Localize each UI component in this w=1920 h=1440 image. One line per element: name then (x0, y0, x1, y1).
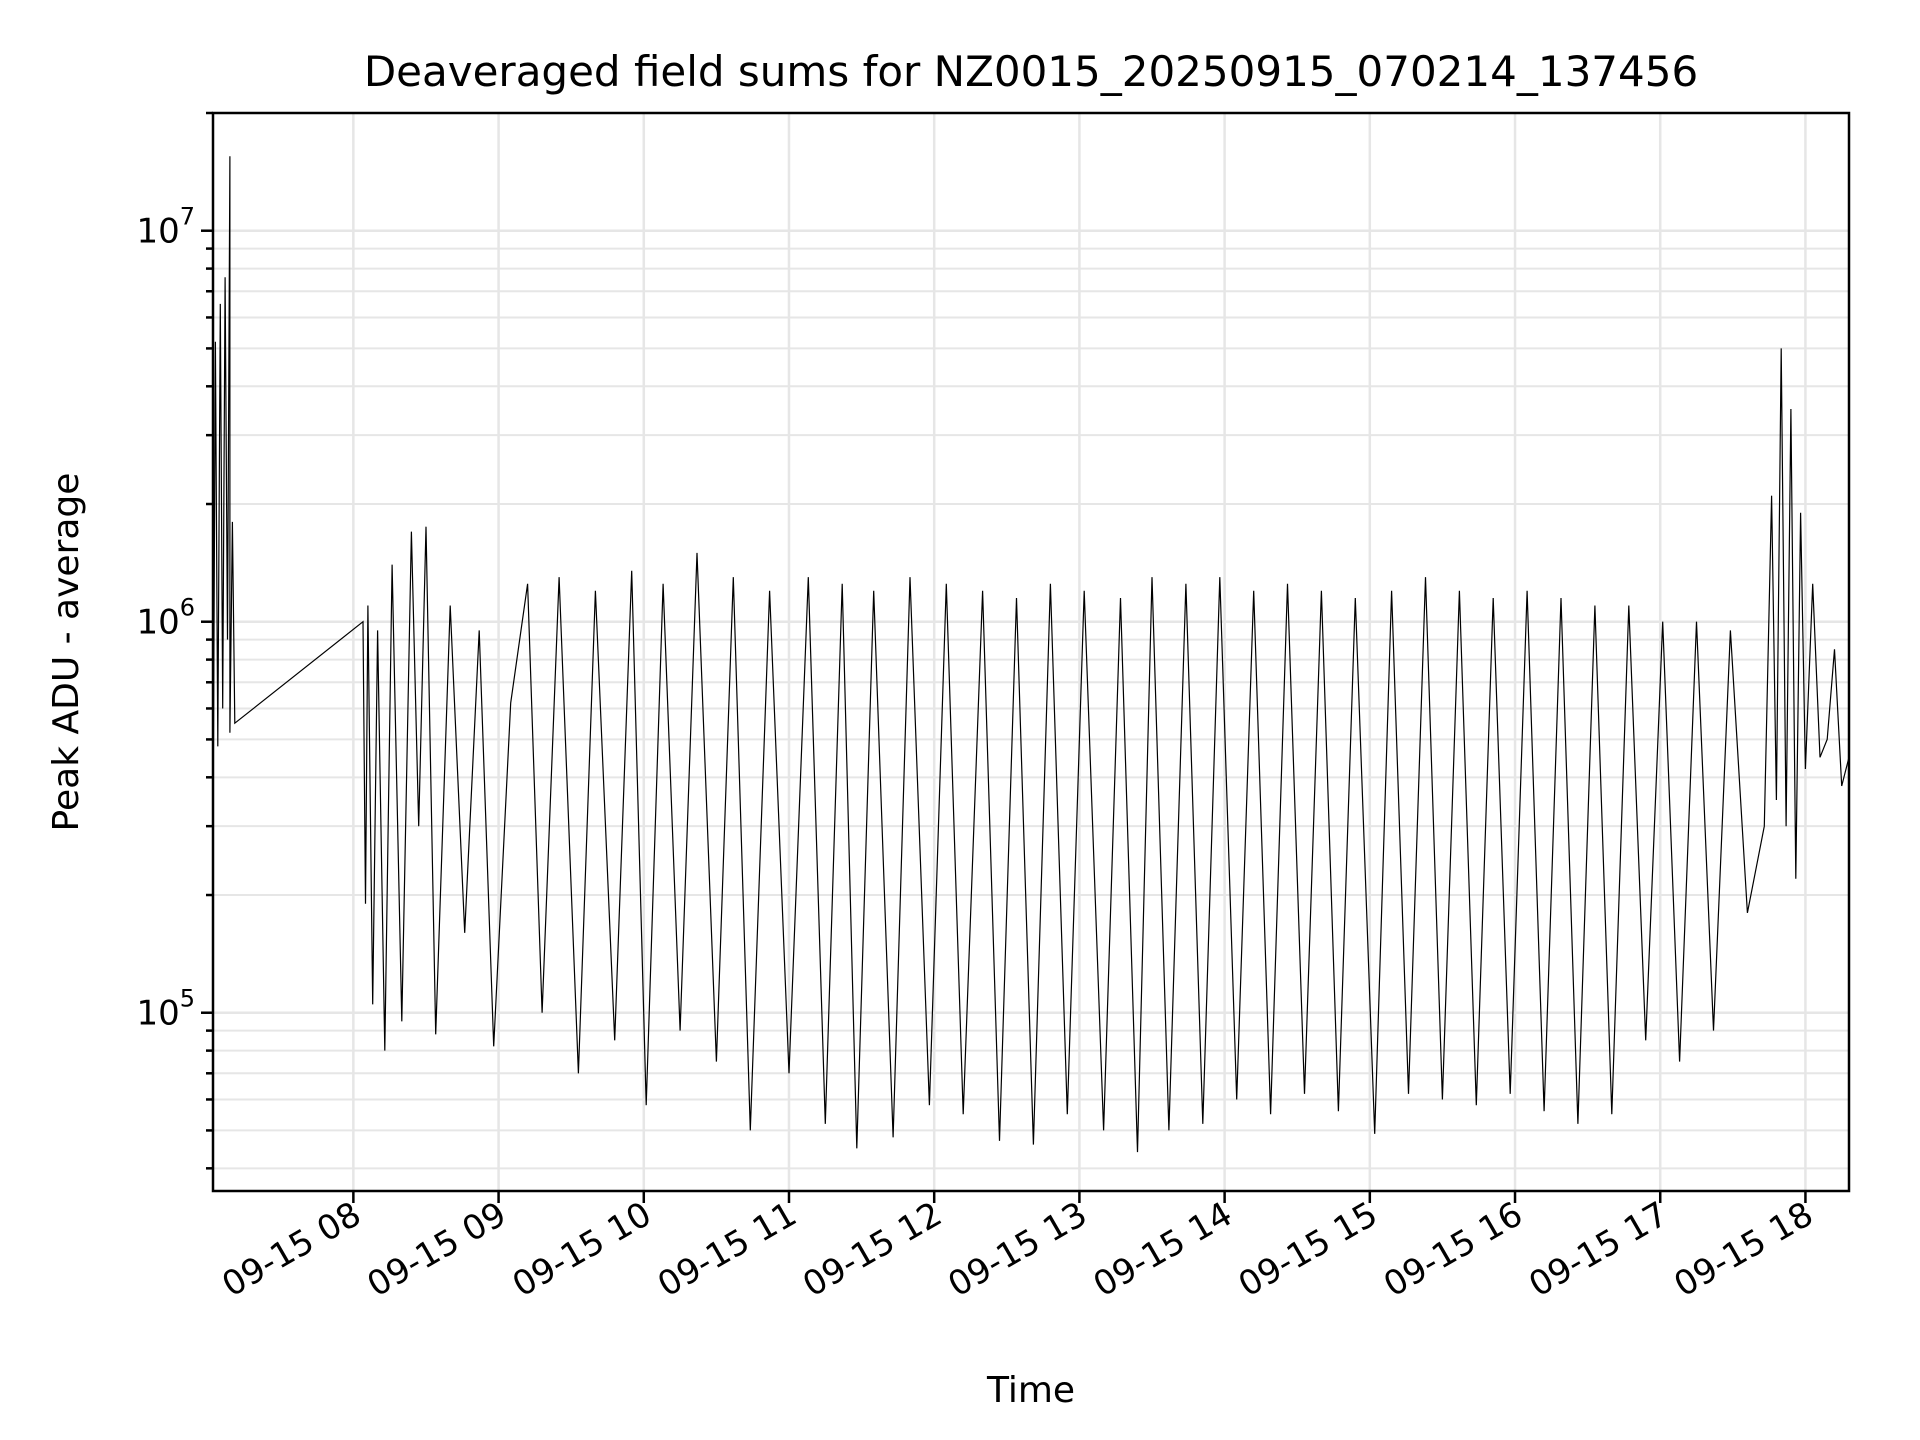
x-axis-label: Time (986, 1370, 1075, 1411)
y-tick-label: 106 (136, 594, 195, 643)
y-tick-label: 105 (136, 985, 195, 1034)
series-line-0 (212, 156, 1850, 1153)
series-layer (212, 156, 1850, 1153)
y-tick-label: 107 (136, 203, 195, 252)
plot-frame (211, 111, 1851, 1193)
y-axis-label: Peak ADU - average (46, 473, 87, 832)
chart-title: Deaveraged field sums for NZ0015_2025091… (364, 47, 1698, 96)
grid (213, 112, 1849, 1191)
